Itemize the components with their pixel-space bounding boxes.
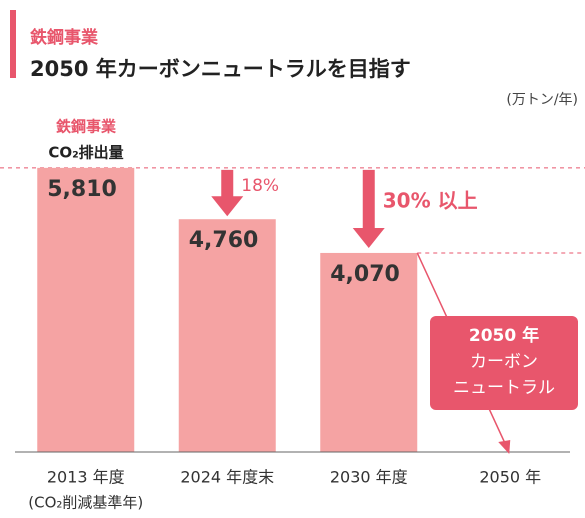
goal-label: ニュートラル	[453, 378, 555, 398]
section-title: 鉄鋼事業	[30, 27, 98, 48]
value-label: 5,810	[47, 177, 117, 202]
x-tick-label: 2030 年度	[330, 468, 408, 487]
bar	[320, 252, 418, 452]
header-bar	[10, 10, 16, 78]
x-tick-label: 2013 年度	[47, 468, 125, 487]
y-label: 鉄鋼事業	[56, 118, 117, 136]
value-label: 4,070	[330, 262, 400, 287]
goal-label: カーボン	[470, 352, 538, 372]
chart-title: 2050 年カーボンニュートラルを目指す	[30, 57, 411, 81]
reduction-label: 30% 以上	[383, 189, 478, 213]
goal-box	[430, 316, 578, 410]
goal-label: 2050 年	[469, 325, 539, 346]
x-tick-note: (CO₂削減基準年)	[28, 494, 143, 512]
trend-arrowhead	[498, 440, 511, 454]
x-tick-label: 2024 年度末	[180, 468, 274, 487]
reduction-arrow	[352, 169, 385, 248]
reduction-label: 18%	[241, 176, 279, 196]
y-label: CO₂排出量	[48, 144, 123, 162]
value-label: 4,760	[189, 228, 259, 253]
x-tick-label: 2050 年	[479, 468, 541, 487]
reduction-arrow	[211, 169, 244, 217]
bar	[178, 219, 276, 452]
bar	[37, 167, 135, 453]
unit-label: (万トン/年)	[506, 92, 578, 108]
